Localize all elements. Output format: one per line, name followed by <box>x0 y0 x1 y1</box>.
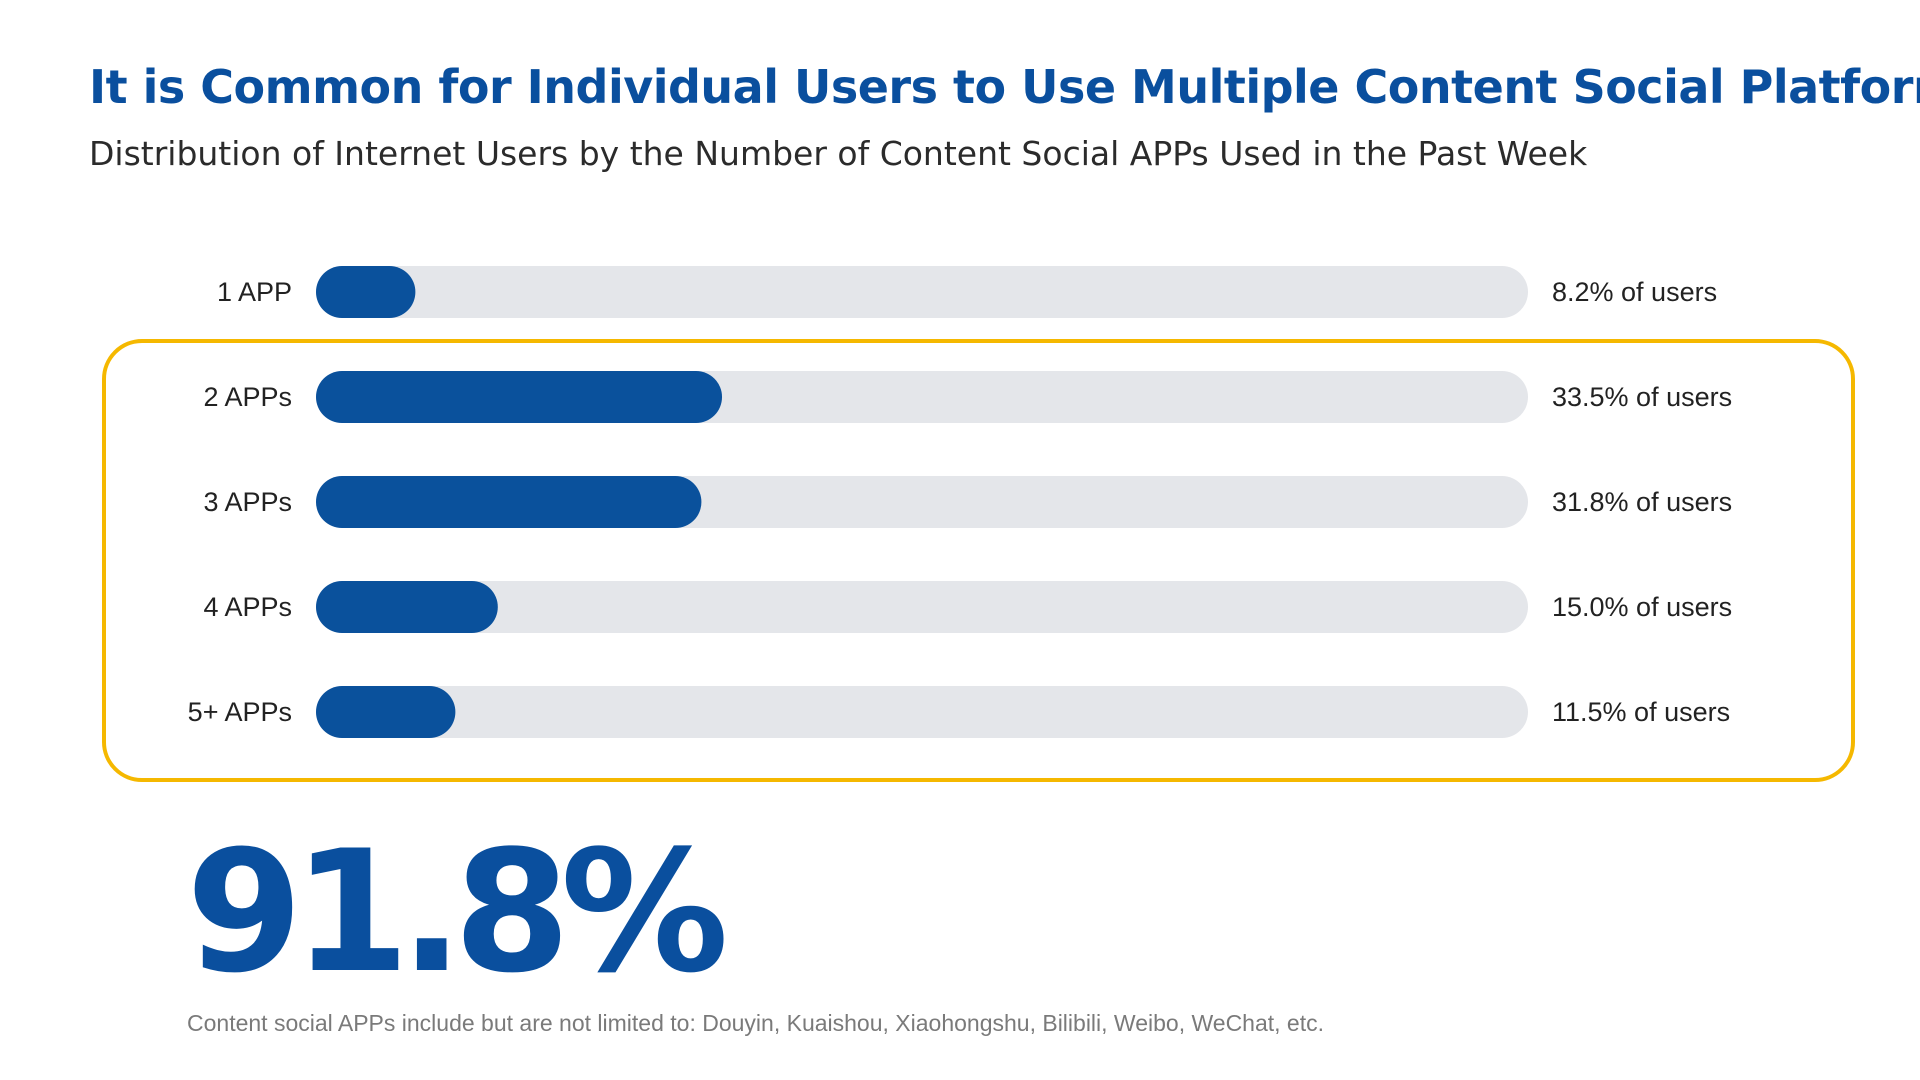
category-label: 5+ APPs <box>188 697 292 727</box>
bar-track <box>316 266 1528 318</box>
value-label: 31.8% of users <box>1552 487 1732 517</box>
bar <box>316 581 498 633</box>
bar <box>316 266 416 318</box>
category-label: 3 APPs <box>203 487 292 517</box>
bar-track <box>316 686 1528 738</box>
chart-subtitle: Distribution of Internet Users by the Nu… <box>89 134 1588 173</box>
category-label: 4 APPs <box>203 592 292 622</box>
bar <box>316 476 702 528</box>
value-label: 11.5% of users <box>1552 697 1730 727</box>
value-label: 8.2% of users <box>1552 277 1717 307</box>
footnote: Content social APPs include but are not … <box>187 1010 1325 1036</box>
value-label: 33.5% of users <box>1552 382 1732 412</box>
category-label: 2 APPs <box>203 382 292 412</box>
value-label: 15.0% of users <box>1552 592 1732 622</box>
bar <box>316 371 723 423</box>
chart-title: It is Common for Individual Users to Use… <box>89 60 1920 114</box>
bar <box>316 686 456 738</box>
bar-track <box>316 581 1528 633</box>
category-label: 1 APP <box>217 277 292 307</box>
bar-chart: 1 APP 8.2% of users 2 APPs 33.5% of users 3 … <box>102 266 1855 782</box>
highlight-frame <box>102 339 1855 782</box>
highlight-stat: 91.8% <box>186 814 729 1010</box>
